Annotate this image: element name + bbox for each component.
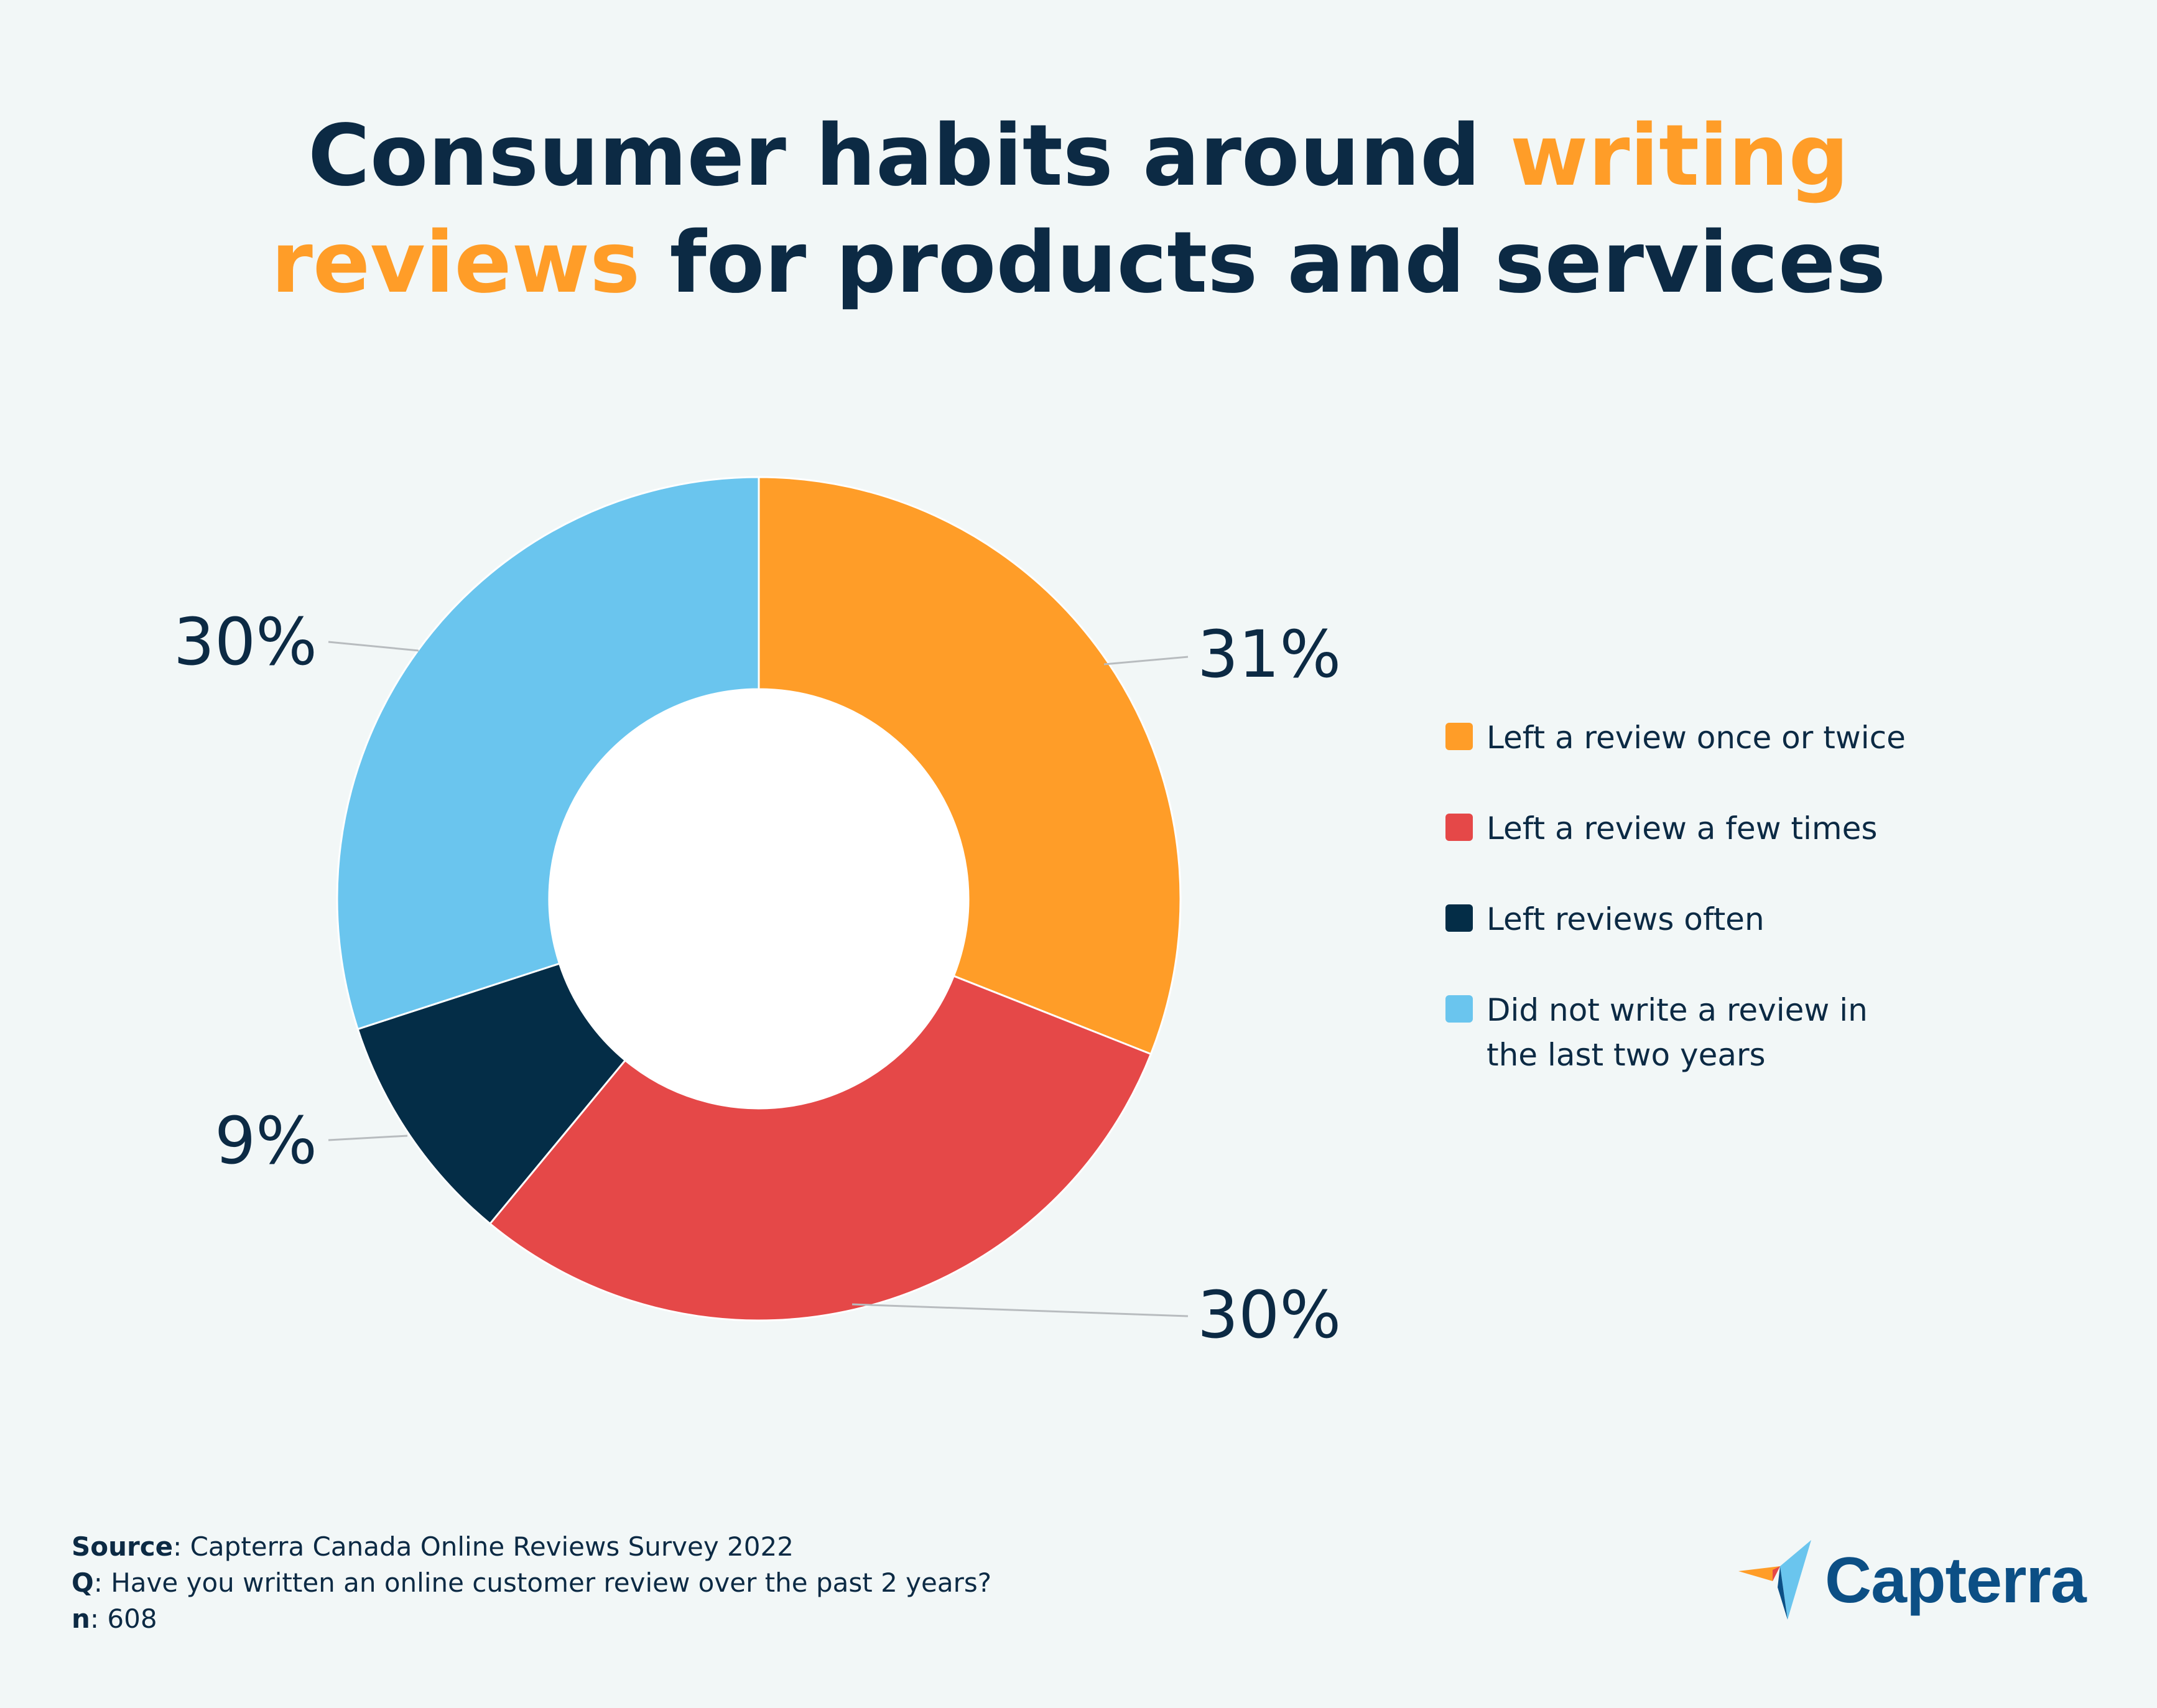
- question-text: : Have you written an online customer re…: [93, 1567, 992, 1598]
- legend-swatch: [1445, 723, 1473, 750]
- question-label: Q: [72, 1567, 94, 1598]
- pct-label-few-times: 30%: [1197, 1277, 1341, 1353]
- leader-line-31: [1103, 656, 1189, 666]
- sample-size-line: n: 608: [72, 1601, 991, 1637]
- source-text: : Capterra Canada Online Reviews Survey …: [173, 1531, 794, 1562]
- title-part-2: for products and services: [640, 214, 1886, 312]
- legend: Left a review once or twice Left a revie…: [1445, 715, 1918, 1123]
- chart-title: Consumer habits around writing reviews f…: [0, 103, 2157, 317]
- source-line: Source: Capterra Canada Online Reviews S…: [72, 1529, 991, 1565]
- question-line: Q: Have you written an online customer r…: [72, 1565, 991, 1601]
- legend-swatch: [1445, 904, 1473, 932]
- legend-label: Did not write a review in the last two y…: [1487, 988, 1868, 1077]
- source-label: Source: [72, 1531, 174, 1562]
- pct-label-often: 9%: [215, 1103, 317, 1179]
- sample-size-text: : 608: [90, 1604, 157, 1634]
- pct-label-once-or-twice: 31%: [1197, 616, 1341, 692]
- legend-swatch: [1445, 814, 1473, 841]
- legend-item-few-times: Left a review a few times: [1445, 806, 1918, 851]
- leader-line-30-bottom: [851, 1303, 1189, 1317]
- legend-item-did-not-write: Did not write a review in the last two y…: [1445, 988, 1918, 1077]
- title-highlight-1: writing: [1510, 107, 1849, 205]
- donut-hole: [549, 689, 968, 1108]
- legend-item-often: Left reviews often: [1445, 897, 1918, 942]
- legend-label-line-2: the last two years: [1487, 1037, 1766, 1073]
- title-highlight-2: reviews: [271, 214, 641, 312]
- leader-line-30-top: [328, 641, 419, 652]
- legend-label-line-1: Did not write a review in: [1487, 992, 1868, 1028]
- legend-label: Left reviews often: [1487, 901, 1765, 937]
- legend-label: Left a review once or twice: [1487, 720, 1906, 756]
- legend-swatch: [1445, 995, 1473, 1023]
- capterra-logo: Capterra: [1735, 1540, 2087, 1621]
- capterra-wordmark: Capterra: [1825, 1544, 2087, 1617]
- title-part-1: Consumer habits around: [308, 107, 1510, 205]
- pct-label-did-not-write: 30%: [174, 604, 317, 680]
- source-footnote: Source: Capterra Canada Online Reviews S…: [72, 1529, 991, 1637]
- legend-item-once-or-twice: Left a review once or twice: [1445, 715, 1918, 760]
- legend-label: Left a review a few times: [1487, 810, 1878, 847]
- donut-slices: [336, 476, 1182, 1322]
- capterra-arrow-icon: [1738, 1540, 1811, 1620]
- leader-line-9: [328, 1135, 408, 1141]
- sample-size-label: n: [72, 1604, 90, 1634]
